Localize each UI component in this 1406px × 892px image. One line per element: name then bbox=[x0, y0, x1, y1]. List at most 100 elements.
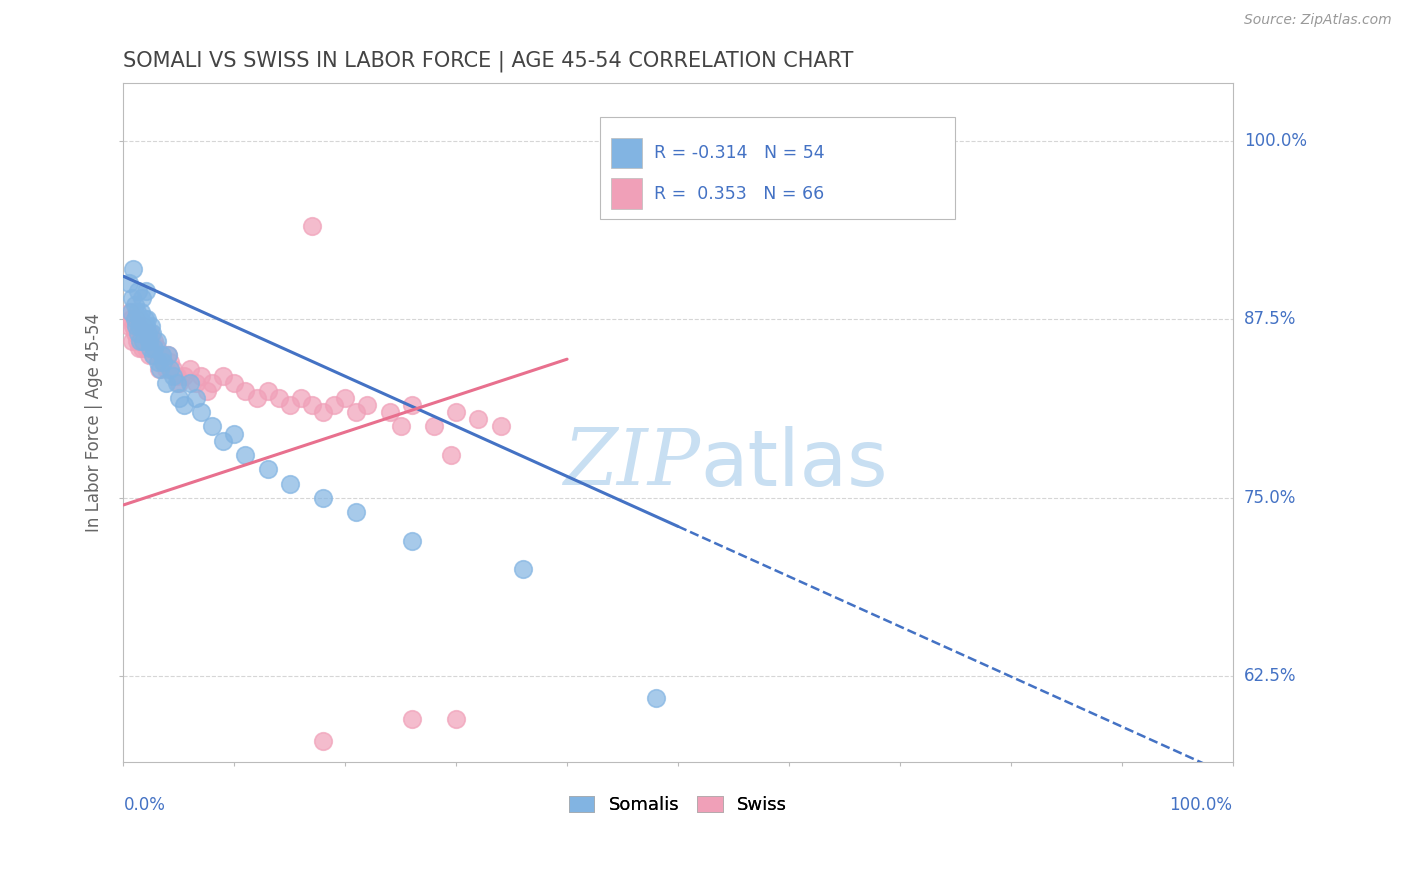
Point bbox=[512, 562, 534, 576]
Point bbox=[129, 312, 152, 326]
Point bbox=[201, 419, 224, 434]
Point bbox=[132, 319, 155, 334]
Point bbox=[195, 384, 218, 398]
Point bbox=[129, 326, 152, 341]
Point bbox=[278, 398, 301, 412]
Point bbox=[124, 326, 146, 341]
Point bbox=[131, 291, 153, 305]
Point bbox=[124, 312, 146, 326]
Point bbox=[159, 355, 181, 369]
Point bbox=[301, 398, 323, 412]
Point bbox=[389, 419, 412, 434]
Point bbox=[135, 284, 157, 298]
Point bbox=[138, 334, 160, 348]
Point bbox=[401, 398, 423, 412]
Point bbox=[245, 391, 267, 405]
Point bbox=[145, 341, 167, 355]
Point bbox=[127, 319, 149, 334]
Point bbox=[256, 462, 278, 476]
Point bbox=[141, 334, 163, 348]
Point bbox=[124, 298, 146, 312]
Point bbox=[356, 398, 378, 412]
Point bbox=[166, 369, 188, 384]
Text: R =  0.353   N = 66: R = 0.353 N = 66 bbox=[654, 185, 824, 203]
Legend: Somalis, Swiss: Somalis, Swiss bbox=[569, 796, 787, 814]
Y-axis label: In Labor Force | Age 45-54: In Labor Force | Age 45-54 bbox=[86, 313, 103, 533]
Point bbox=[142, 348, 165, 362]
Point bbox=[159, 362, 181, 376]
Point bbox=[120, 305, 142, 319]
Point bbox=[135, 319, 157, 334]
Point bbox=[134, 334, 156, 348]
Point bbox=[312, 733, 335, 747]
Point bbox=[143, 334, 166, 348]
Point bbox=[179, 362, 201, 376]
Point bbox=[156, 348, 179, 362]
Point bbox=[120, 312, 142, 326]
Point bbox=[148, 362, 170, 376]
FancyBboxPatch shape bbox=[600, 117, 955, 219]
Point bbox=[323, 398, 346, 412]
Point bbox=[124, 312, 146, 326]
Text: SOMALI VS SWISS IN LABOR FORCE | AGE 45-54 CORRELATION CHART: SOMALI VS SWISS IN LABOR FORCE | AGE 45-… bbox=[124, 51, 853, 72]
Point bbox=[167, 376, 190, 391]
Text: atlas: atlas bbox=[700, 425, 887, 501]
Point bbox=[121, 334, 143, 348]
Point bbox=[143, 341, 166, 355]
Point bbox=[278, 476, 301, 491]
Point bbox=[423, 419, 446, 434]
Point bbox=[135, 341, 157, 355]
Text: 100.0%: 100.0% bbox=[1170, 797, 1233, 814]
Point bbox=[167, 391, 190, 405]
Point bbox=[141, 326, 163, 341]
Point bbox=[152, 355, 174, 369]
Point bbox=[344, 505, 367, 519]
Point bbox=[335, 391, 357, 405]
Point bbox=[125, 334, 148, 348]
Point bbox=[344, 405, 367, 419]
FancyBboxPatch shape bbox=[612, 178, 643, 209]
Point bbox=[149, 362, 172, 376]
Point bbox=[290, 391, 312, 405]
Point bbox=[224, 426, 246, 441]
Point bbox=[184, 376, 207, 391]
Point bbox=[134, 312, 156, 326]
Point bbox=[444, 405, 467, 419]
Point bbox=[401, 712, 423, 726]
Point bbox=[212, 434, 235, 448]
Text: 87.5%: 87.5% bbox=[1244, 310, 1296, 328]
Point bbox=[155, 376, 177, 391]
Point bbox=[129, 334, 152, 348]
Point bbox=[122, 262, 145, 277]
Text: 75.0%: 75.0% bbox=[1244, 489, 1296, 507]
Text: R = -0.314   N = 54: R = -0.314 N = 54 bbox=[654, 145, 824, 162]
Point bbox=[118, 319, 141, 334]
Point bbox=[122, 319, 145, 334]
Point bbox=[136, 326, 159, 341]
Point bbox=[467, 412, 489, 426]
Point bbox=[139, 326, 162, 341]
Point bbox=[184, 391, 207, 405]
Point bbox=[138, 348, 160, 362]
Point bbox=[124, 319, 146, 334]
Point bbox=[142, 348, 165, 362]
Point bbox=[150, 348, 173, 362]
Point bbox=[129, 305, 152, 319]
Point bbox=[173, 398, 195, 412]
Point bbox=[131, 341, 153, 355]
Point bbox=[141, 319, 163, 334]
Point bbox=[135, 312, 157, 326]
Point bbox=[489, 419, 512, 434]
Point bbox=[118, 277, 141, 291]
Point bbox=[135, 326, 157, 341]
Point bbox=[125, 305, 148, 319]
Point bbox=[162, 369, 184, 384]
Point bbox=[401, 533, 423, 548]
Point bbox=[439, 448, 461, 462]
Point bbox=[156, 348, 179, 362]
Point bbox=[145, 334, 167, 348]
Point bbox=[162, 362, 184, 376]
Point bbox=[127, 326, 149, 341]
Point bbox=[224, 376, 246, 391]
Point bbox=[190, 405, 212, 419]
